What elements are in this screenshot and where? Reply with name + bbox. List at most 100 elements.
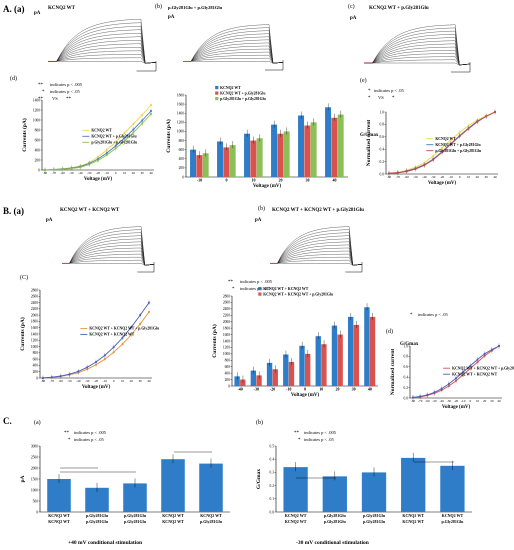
x-tick-label: -20 xyxy=(96,171,101,175)
sig-symbol: ** xyxy=(66,97,72,102)
x-tick-label: 30 xyxy=(141,171,145,175)
x-tick-label: -50 xyxy=(69,171,74,175)
y-tick-label: 0.0 xyxy=(380,172,385,176)
sig-symbol: * xyxy=(368,96,371,101)
current-trace-sweep xyxy=(62,260,155,266)
x-axis-label: Voltage (mV) xyxy=(82,385,111,390)
x-tick-label: -50 xyxy=(432,399,437,403)
x-tick-label: -10 xyxy=(197,178,202,183)
trace-title: KCNQ2 WT + KCNQ2 WT xyxy=(60,208,120,213)
y-tick-label: 1000 xyxy=(223,352,230,356)
trace-unit: pA xyxy=(168,15,175,20)
current-trace-sweep xyxy=(270,238,363,266)
current-trace-sweep xyxy=(48,33,157,64)
bar-kcnq2-wt-kcnq2-wt-p-gly281glu xyxy=(353,324,360,386)
panel-label-A-b: (b) xyxy=(155,3,162,10)
y-tick-label: 1000 xyxy=(31,345,38,349)
bar-kcnq2-wt-kcnq2-wt xyxy=(266,362,273,386)
x-tick-label: -10 xyxy=(105,171,110,175)
current-trace-sweep xyxy=(270,247,363,266)
legend-label: KCNQ2 WT + KCNQ2 WT xyxy=(263,287,308,291)
trace-B-a: KCNQ2 WT + KCNQ2 WT pA xyxy=(46,208,155,273)
current-trace-sweep xyxy=(48,26,157,64)
x-category-sublabel: p.Gly281Glu xyxy=(441,519,464,524)
sig-text: indicates p < .005 xyxy=(240,279,273,284)
legend-swatch xyxy=(258,287,262,291)
x-tick-label: -40 xyxy=(76,379,81,383)
current-trace-sweep xyxy=(48,54,157,64)
panel-label-B-c: (C) xyxy=(20,274,28,281)
y-tick-label: 0 xyxy=(182,175,184,179)
plot-A-e-bar: 020040060080010001200140016001800Current… xyxy=(165,86,348,189)
bar-kcnq2-wt-p-gly281glu xyxy=(196,155,203,177)
x-tick-label: -50 xyxy=(67,379,72,383)
x-tick-label: 20 xyxy=(132,171,136,175)
current-trace-sweep xyxy=(62,244,155,266)
x-category-sublabel: p.Gly281Glu xyxy=(200,519,223,524)
y-tick-label: 2000 xyxy=(31,466,38,470)
legend-label: p.Gly281Glu + p.Gly281Glu xyxy=(91,141,138,145)
y-tick-label: 1600 xyxy=(31,326,38,330)
x-category-sublabel: p.Gly281Glu xyxy=(363,519,386,524)
x-tick-label: 30 xyxy=(490,399,494,403)
x-tick-label: 0 xyxy=(115,171,117,175)
trace-A-b: p.Gly281Glu + p.Gly281Glu pA xyxy=(168,5,284,71)
plot-A-f-line: 0.0 0.2 0.4 0.6 0.8 1.0 Normalized current Volt… xyxy=(366,109,498,186)
bar-kcnq2-wt-p-gly281glu xyxy=(250,140,257,177)
x-tick-label: 20 xyxy=(279,178,283,183)
y-tick-label: 0.4 xyxy=(380,148,385,152)
x-tick-label: -70 xyxy=(418,399,423,403)
bar-kcnq2-wt-p-gly281glu xyxy=(223,147,230,177)
current-trace-sweep xyxy=(364,53,471,66)
x-category-label: p.Gly281Glu xyxy=(363,513,386,518)
current-trace-waveform xyxy=(270,226,363,273)
x-tick-label: 0 xyxy=(226,178,228,183)
current-trace-sweep xyxy=(62,226,155,266)
y-tick-label: 500 xyxy=(33,499,39,503)
current-trace-sweep xyxy=(183,24,284,64)
x-category-label: p.Gly281Glu xyxy=(86,513,109,518)
x-tick-label: 0 xyxy=(113,379,115,383)
x-tick-label: 0 xyxy=(304,387,306,392)
x-tick-label: -70 xyxy=(52,171,57,175)
x-tick-label: -30 xyxy=(431,175,436,179)
y-axis-label: Currents (pA) xyxy=(21,118,28,152)
current-trace-sweep xyxy=(183,48,284,64)
bar xyxy=(361,472,387,512)
current-trace-sweep xyxy=(183,39,284,64)
x-category-label: KCNQ2 WT xyxy=(402,513,424,518)
y-tick-label: 0.8 xyxy=(404,355,409,359)
ggmax-label: G/Gmax xyxy=(400,342,419,347)
x-category-label: KCNQ2 WT xyxy=(285,513,307,518)
bar xyxy=(322,476,347,512)
y-tick-label: 3000 xyxy=(31,444,38,448)
y-tick-label: 400 xyxy=(179,157,185,161)
plot-B-d-line: 0.0 0.2 0.4 0.6 0.8 1.0 Normalized current Volt… xyxy=(390,343,514,410)
sig-text: indicates p < .005 xyxy=(74,430,107,435)
bar-kcnq2-wt xyxy=(325,107,332,177)
x-category-sublabel: KCNQ2 WT xyxy=(162,519,184,524)
x-tick-label: 40 xyxy=(368,387,372,392)
x-tick-label: 10 xyxy=(121,379,125,383)
x-tick-label: -40 xyxy=(78,171,83,175)
y-tick-label: 2000 xyxy=(31,313,38,317)
y-tick-label: 400 xyxy=(225,371,231,375)
current-trace-sweep xyxy=(48,47,157,64)
y-tick-label: 0.5 xyxy=(270,444,275,448)
y-axis-label: Currents (pA) xyxy=(19,317,26,351)
x-category-label: KCNQ2 WT xyxy=(442,513,464,518)
y-tick-label: 1.0 xyxy=(380,110,385,114)
x-tick-label: 40 xyxy=(333,178,337,183)
x-tick-label: -10 xyxy=(103,379,108,383)
y-tick-label: 1000 xyxy=(177,130,184,134)
current-trace-sweep xyxy=(183,61,284,64)
y-tick-label: 1800 xyxy=(177,93,184,97)
y-tick-label: 0.1 xyxy=(270,497,275,501)
x-axis-label: Voltage (mV) xyxy=(442,405,471,410)
x-category-label: p.Gly281Glu xyxy=(324,513,347,518)
y-tick-label: 2800 xyxy=(223,294,230,298)
legend-label: p.Gly281Glu + p.Gly281Glu xyxy=(220,97,267,101)
current-trace-sweep xyxy=(183,45,284,64)
sig-text: indicates p < .05 xyxy=(50,89,81,94)
y-tick-label: 0 xyxy=(38,168,40,172)
